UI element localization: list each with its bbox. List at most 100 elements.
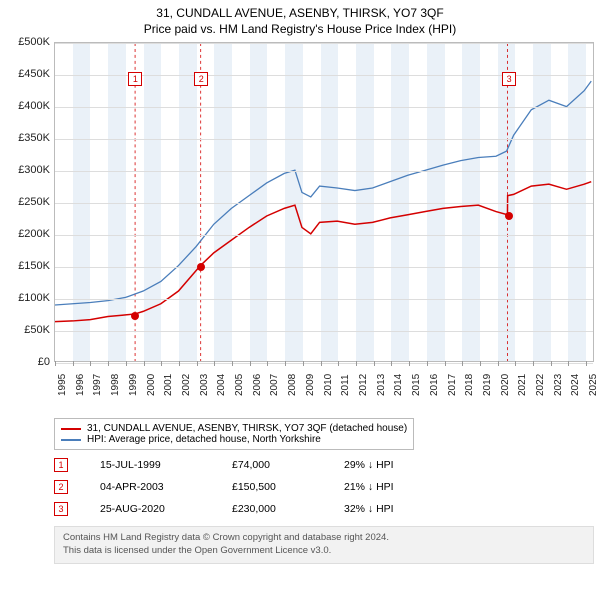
x-axis-label: 2010 xyxy=(323,374,334,396)
sale-dot xyxy=(131,312,139,320)
x-axis-label: 2018 xyxy=(464,374,475,396)
gridline xyxy=(55,235,593,236)
x-axis-label: 2001 xyxy=(163,374,174,396)
gridline xyxy=(55,331,593,332)
sale-delta: 29% ↓ HPI xyxy=(344,459,394,471)
x-axis-label: 1996 xyxy=(75,374,86,396)
x-axis-label: 2006 xyxy=(252,374,263,396)
sale-row: 3 25-AUG-2020 £230,000 32% ↓ HPI xyxy=(54,498,594,520)
gridline xyxy=(55,43,593,44)
legend-row: HPI: Average price, detached house, Nort… xyxy=(61,434,407,445)
x-tick xyxy=(338,361,339,366)
x-tick xyxy=(232,361,233,366)
x-axis-label: 2017 xyxy=(447,374,458,396)
x-tick xyxy=(321,361,322,366)
x-tick xyxy=(568,361,569,366)
sale-dot xyxy=(197,263,205,271)
x-axis-label: 2016 xyxy=(429,374,440,396)
x-axis-label: 2003 xyxy=(199,374,210,396)
x-axis-label: 2005 xyxy=(234,374,245,396)
sale-marker-box: 3 xyxy=(502,72,516,86)
sale-date: 25-AUG-2020 xyxy=(100,503,200,515)
x-tick xyxy=(73,361,74,366)
gridline xyxy=(55,139,593,140)
x-tick xyxy=(303,361,304,366)
x-tick xyxy=(427,361,428,366)
x-axis-label: 2019 xyxy=(482,374,493,396)
x-axis-label: 2024 xyxy=(570,374,581,396)
sale-delta: 21% ↓ HPI xyxy=(344,481,394,493)
x-tick xyxy=(90,361,91,366)
x-tick xyxy=(391,361,392,366)
x-axis-label: 2000 xyxy=(146,374,157,396)
x-tick xyxy=(356,361,357,366)
legend-swatch xyxy=(61,439,81,441)
sale-row-marker: 2 xyxy=(54,480,68,494)
x-axis-label: 2023 xyxy=(553,374,564,396)
chart-legend: 31, CUNDALL AVENUE, ASENBY, THIRSK, YO7 … xyxy=(54,418,414,450)
sale-marker-box: 2 xyxy=(194,72,208,86)
gridline xyxy=(55,299,593,300)
x-tick xyxy=(533,361,534,366)
price-chart: 123 £0£50K£100K£150K£200K£250K£300K£350K… xyxy=(6,42,594,412)
x-tick xyxy=(126,361,127,366)
attribution-box: Contains HM Land Registry data © Crown c… xyxy=(54,526,594,564)
x-tick xyxy=(267,361,268,366)
attribution-line: This data is licensed under the Open Gov… xyxy=(63,545,585,558)
sale-price: £150,500 xyxy=(232,481,312,493)
x-axis-label: 2021 xyxy=(517,374,528,396)
page-title: 31, CUNDALL AVENUE, ASENBY, THIRSK, YO7 … xyxy=(6,6,594,20)
x-axis-label: 2011 xyxy=(340,374,351,396)
x-tick xyxy=(551,361,552,366)
x-axis-label: 1999 xyxy=(128,374,139,396)
legend-row: 31, CUNDALL AVENUE, ASENBY, THIRSK, YO7 … xyxy=(61,423,407,434)
x-axis-label: 2020 xyxy=(500,374,511,396)
x-tick xyxy=(515,361,516,366)
x-tick xyxy=(55,361,56,366)
x-axis-label: 1995 xyxy=(57,374,68,396)
x-tick xyxy=(374,361,375,366)
y-axis-label: £400K xyxy=(10,100,50,112)
x-tick xyxy=(498,361,499,366)
sale-row: 115-JUL-1999£74,00029% ↓ HPI xyxy=(54,454,594,476)
x-tick xyxy=(409,361,410,366)
x-axis-label: 2007 xyxy=(269,374,280,396)
x-tick xyxy=(250,361,251,366)
sale-marker-box: 1 xyxy=(128,72,142,86)
sale-price: £230,000 xyxy=(232,503,312,515)
x-tick xyxy=(462,361,463,366)
sale-delta: 32% ↓ HPI xyxy=(344,503,394,515)
y-axis-label: £300K xyxy=(10,164,50,176)
page-subtitle: Price paid vs. HM Land Registry's House … xyxy=(6,22,594,36)
gridline xyxy=(55,107,593,108)
y-axis-label: £500K xyxy=(10,36,50,48)
y-axis-label: £100K xyxy=(10,292,50,304)
gridline xyxy=(55,203,593,204)
y-axis-label: £450K xyxy=(10,68,50,80)
sale-row-marker: 1 xyxy=(54,458,68,472)
y-axis-label: £350K xyxy=(10,132,50,144)
legend-swatch xyxy=(61,428,81,430)
legend-label: HPI: Average price, detached house, Nort… xyxy=(87,434,321,445)
x-axis-label: 2014 xyxy=(393,374,404,396)
attribution-line: Contains HM Land Registry data © Crown c… xyxy=(63,532,585,545)
x-tick xyxy=(480,361,481,366)
x-axis-label: 2022 xyxy=(535,374,546,396)
y-axis-label: £0 xyxy=(10,356,50,368)
sale-date: 15-JUL-1999 xyxy=(100,459,200,471)
sale-date: 04-APR-2003 xyxy=(100,481,200,493)
plot-area: 1 2 3 xyxy=(54,42,594,362)
gridline xyxy=(55,267,593,268)
legend-label: 31, CUNDALL AVENUE, ASENBY, THIRSK, YO7 … xyxy=(87,423,407,434)
x-tick xyxy=(179,361,180,366)
sales-table: 115-JUL-1999£74,00029% ↓ HPI204-APR-2003… xyxy=(54,454,594,520)
gridline xyxy=(55,171,593,172)
sale-row-marker: 3 xyxy=(54,502,68,516)
gridline xyxy=(55,363,593,364)
x-tick xyxy=(161,361,162,366)
x-axis-label: 2002 xyxy=(181,374,192,396)
x-axis-label: 2013 xyxy=(376,374,387,396)
y-axis-label: £250K xyxy=(10,196,50,208)
x-tick xyxy=(214,361,215,366)
x-axis-label: 2004 xyxy=(216,374,227,396)
